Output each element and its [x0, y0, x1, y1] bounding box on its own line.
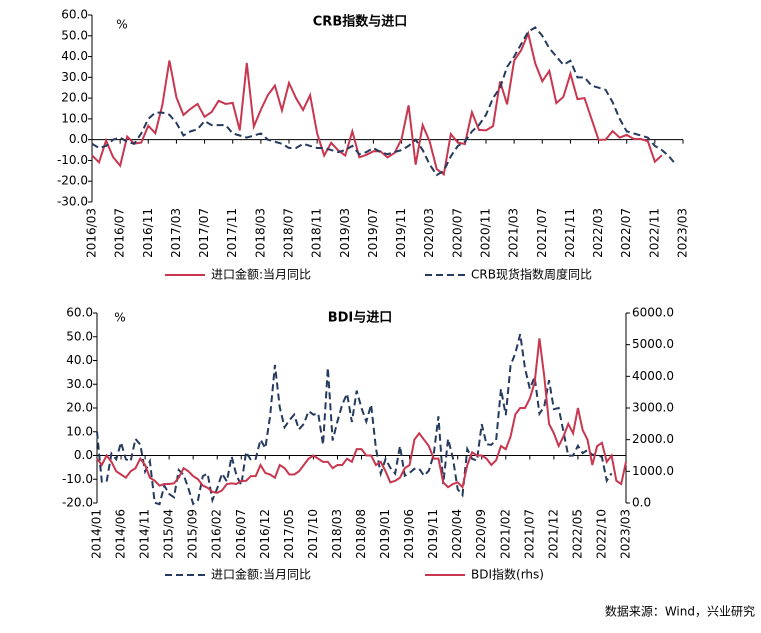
- y2-tick-label: 3000.0: [632, 401, 674, 415]
- x-tick-label: 2020/03: [422, 208, 436, 258]
- y2-tick-label: 4000.0: [632, 369, 674, 383]
- x-tick-label: 2017/03: [169, 208, 183, 258]
- x-tick-label: 2021/07: [535, 208, 549, 258]
- x-tick-label: 2021/02: [498, 509, 512, 559]
- x-tick-label: 2018/03: [330, 509, 344, 559]
- x-tick-label: 2018/08: [354, 509, 368, 559]
- x-tick-label: 2019/11: [426, 509, 440, 559]
- y-tick-label: -20.0: [62, 496, 93, 510]
- x-tick-label: 2017/10: [306, 509, 320, 559]
- x-tick-label: 2016/07: [113, 208, 127, 258]
- x-tick-label: 2016/02: [210, 509, 224, 559]
- x-tick-label: 2020/04: [450, 509, 464, 559]
- y-tick-label: 50.0: [61, 28, 88, 42]
- x-tick-label: 2015/09: [186, 509, 200, 559]
- chart-title: CRB指数与进口: [313, 14, 407, 30]
- x-tick-label: 2022/03: [591, 208, 605, 258]
- legend-label: CRB现货指数周度同比: [471, 267, 592, 282]
- y-tick-label: 0.0: [74, 448, 93, 462]
- x-tick-label: 2022/07: [619, 208, 633, 258]
- y-tick-label: 30.0: [61, 70, 88, 84]
- unit-label: %: [116, 18, 127, 32]
- x-tick-label: 2019/06: [402, 509, 416, 559]
- x-tick-label: 2018/07: [282, 208, 296, 258]
- x-tick-label: 2023/03: [619, 509, 633, 559]
- x-tick-label: 2019/11: [394, 208, 408, 258]
- legend-label: BDI指数(rhs): [471, 567, 544, 582]
- y2-tick-label: 6000.0: [632, 306, 674, 320]
- x-tick-label: 2018/03: [253, 208, 267, 258]
- y-tick-label: 40.0: [66, 353, 93, 367]
- x-tick-label: 2016/03: [85, 208, 99, 258]
- chart-title: BDI与进口: [328, 311, 393, 326]
- x-tick-label: 2022/05: [570, 509, 584, 559]
- y-tick-label: 10.0: [61, 111, 88, 125]
- x-tick-label: 2019/01: [378, 509, 392, 559]
- y2-tick-label: 0.0: [632, 496, 651, 510]
- x-tick-label: 2015/04: [162, 509, 176, 559]
- y-tick-label: -10.0: [62, 472, 93, 486]
- x-tick-label: 2021/11: [563, 208, 577, 258]
- y-tick-label: -30.0: [57, 195, 88, 209]
- y-tick-label: 20.0: [61, 91, 88, 105]
- y-tick-label: 10.0: [66, 424, 93, 438]
- x-tick-label: 2016/12: [258, 509, 272, 559]
- x-tick-label: 2021/07: [522, 509, 536, 559]
- unit-label: %: [114, 311, 125, 325]
- y-tick-label: 60.0: [61, 8, 88, 22]
- y-tick-label: -20.0: [57, 174, 88, 188]
- x-tick-label: 2020/09: [474, 509, 488, 559]
- x-tick-label: 2020/07: [450, 208, 464, 258]
- y-tick-label: 20.0: [66, 401, 93, 415]
- x-tick-label: 2023/03: [676, 208, 690, 258]
- series-line: [96, 338, 627, 494]
- x-tick-label: 2021/12: [546, 509, 560, 559]
- y2-tick-label: 1000.0: [632, 464, 674, 478]
- x-tick-label: 2022/10: [594, 509, 608, 559]
- x-tick-label: 2019/03: [338, 208, 352, 258]
- x-tick-label: 2014/11: [138, 509, 152, 559]
- x-tick-label: 2017/07: [197, 208, 211, 258]
- y-tick-label: 40.0: [61, 49, 88, 63]
- x-tick-label: 2017/11: [225, 208, 239, 258]
- y-tick-label: 50.0: [66, 329, 93, 343]
- x-tick-label: 2014/01: [90, 509, 104, 559]
- y2-tick-label: 5000.0: [632, 337, 674, 351]
- x-tick-label: 2016/07: [234, 509, 248, 559]
- y-tick-label: 30.0: [66, 377, 93, 391]
- series-line: [91, 26, 677, 177]
- x-tick-label: 2016/11: [141, 208, 155, 258]
- x-tick-label: 2018/11: [310, 208, 324, 258]
- series-line: [91, 30, 663, 177]
- x-tick-label: 2022/11: [647, 208, 661, 258]
- y-tick-label: -10.0: [57, 153, 88, 167]
- x-tick-label: 2019/07: [366, 208, 380, 258]
- x-tick-label: 2017/05: [282, 509, 296, 559]
- source-note: 数据来源：Wind，兴业研究: [605, 604, 755, 619]
- x-tick-label: 2021/03: [507, 208, 521, 258]
- y-tick-label: 0.0: [69, 132, 88, 146]
- x-tick-label: 2020/11: [479, 208, 493, 258]
- legend-label: 进口金额:当月同比: [211, 267, 311, 282]
- legend-label: 进口金额:当月同比: [211, 567, 311, 582]
- series-line: [96, 333, 613, 506]
- y-tick-label: 60.0: [66, 306, 93, 320]
- x-tick-label: 2014/06: [114, 509, 128, 559]
- y2-tick-label: 2000.0: [632, 432, 674, 446]
